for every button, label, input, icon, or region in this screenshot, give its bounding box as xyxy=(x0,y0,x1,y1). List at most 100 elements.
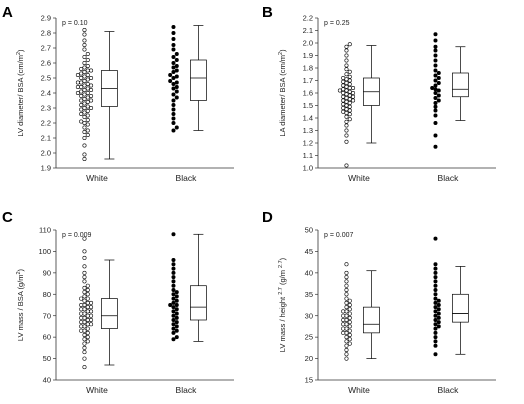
data-point xyxy=(344,270,349,275)
data-point xyxy=(344,356,349,361)
data-point xyxy=(75,91,80,96)
data-point xyxy=(344,107,349,112)
panel-b: B 1.0 1.1 1.2 1.3 1.4 1.5 1.6 1.7 1.8 1.9 2.0 2.1 2.2… xyxy=(262,4,496,183)
y-tick-label: 90 xyxy=(43,268,51,277)
data-point xyxy=(174,311,179,316)
data-point xyxy=(82,42,87,47)
data-point xyxy=(171,103,176,108)
data-point xyxy=(82,350,87,355)
data-point xyxy=(82,136,87,141)
data-point xyxy=(347,42,352,47)
data-point xyxy=(82,332,87,337)
data-point xyxy=(85,339,90,344)
data-point xyxy=(171,128,176,133)
data-point xyxy=(433,266,438,271)
data-point xyxy=(347,82,352,87)
data-point xyxy=(436,81,441,86)
data-point xyxy=(171,305,176,310)
data-point xyxy=(85,128,90,133)
data-point xyxy=(82,264,87,269)
panel-letter: D xyxy=(262,209,273,226)
data-point xyxy=(436,71,441,76)
data-point xyxy=(171,279,176,284)
data-point xyxy=(341,94,346,99)
iqr-box xyxy=(190,59,207,101)
data-point xyxy=(85,305,90,310)
data-point xyxy=(174,68,179,73)
x-category-label: White xyxy=(348,385,370,395)
data-point xyxy=(433,283,438,288)
data-point xyxy=(344,111,349,116)
data-point xyxy=(171,275,176,280)
data-point xyxy=(82,255,87,260)
data-point xyxy=(436,93,441,98)
y-tick-label: 40 xyxy=(43,376,51,385)
data-point xyxy=(347,328,352,333)
data-point xyxy=(344,114,349,119)
data-point xyxy=(344,72,349,77)
data-point xyxy=(347,302,352,307)
data-point xyxy=(89,317,94,322)
data-point xyxy=(174,324,179,329)
data-point xyxy=(85,113,90,118)
series-white xyxy=(79,236,118,370)
data-point xyxy=(344,279,349,284)
data-point xyxy=(79,311,84,316)
data-point xyxy=(171,60,176,65)
data-point xyxy=(75,73,80,78)
data-point xyxy=(171,47,176,52)
data-point xyxy=(436,302,441,307)
y-tick-label: 1.0 xyxy=(303,164,313,173)
data-point xyxy=(79,98,84,103)
data-point xyxy=(79,76,84,81)
data-point xyxy=(85,68,90,73)
data-point xyxy=(85,57,90,62)
data-point xyxy=(347,74,352,79)
data-point xyxy=(171,30,176,35)
data-point xyxy=(85,335,90,340)
data-point xyxy=(82,279,87,284)
data-point xyxy=(344,128,349,133)
data-point xyxy=(433,292,438,297)
data-point xyxy=(347,117,352,122)
data-point xyxy=(433,53,438,58)
data-point xyxy=(85,287,90,292)
data-point xyxy=(168,73,173,78)
data-point xyxy=(344,300,349,305)
data-point xyxy=(344,326,349,331)
data-point xyxy=(433,262,438,267)
data-point xyxy=(174,74,179,79)
data-point xyxy=(171,313,176,318)
data-point xyxy=(82,337,87,342)
y-tick-label: 1.1 xyxy=(303,151,313,160)
data-point xyxy=(344,163,349,168)
data-point xyxy=(75,85,80,90)
panel-c: C 40 50 60 70 80 90 100 110 LV mass / BSA (g/m2) p… xyxy=(2,209,234,395)
data-point xyxy=(171,82,176,87)
data-point xyxy=(433,326,438,331)
data-point xyxy=(436,88,441,93)
data-point xyxy=(82,328,87,333)
y-axis-label: LV mass / BSA (g/m2) xyxy=(16,268,25,341)
data-point xyxy=(344,77,349,82)
data-point xyxy=(344,139,349,144)
data-point xyxy=(82,302,87,307)
x-category-label: White xyxy=(86,173,108,183)
data-point xyxy=(347,97,352,102)
data-point xyxy=(171,257,176,262)
data-point xyxy=(344,309,349,314)
data-point xyxy=(89,305,94,310)
data-point xyxy=(433,91,438,96)
data-point xyxy=(174,89,179,94)
data-point xyxy=(344,339,349,344)
y-tick-label: 2.1 xyxy=(303,26,313,35)
data-point xyxy=(341,330,346,335)
data-point xyxy=(89,76,94,81)
y-tick-label: 1.9 xyxy=(41,164,51,173)
data-point xyxy=(344,67,349,72)
data-point xyxy=(85,309,90,314)
data-point xyxy=(344,123,349,128)
data-point xyxy=(344,88,349,93)
data-point xyxy=(433,68,438,73)
